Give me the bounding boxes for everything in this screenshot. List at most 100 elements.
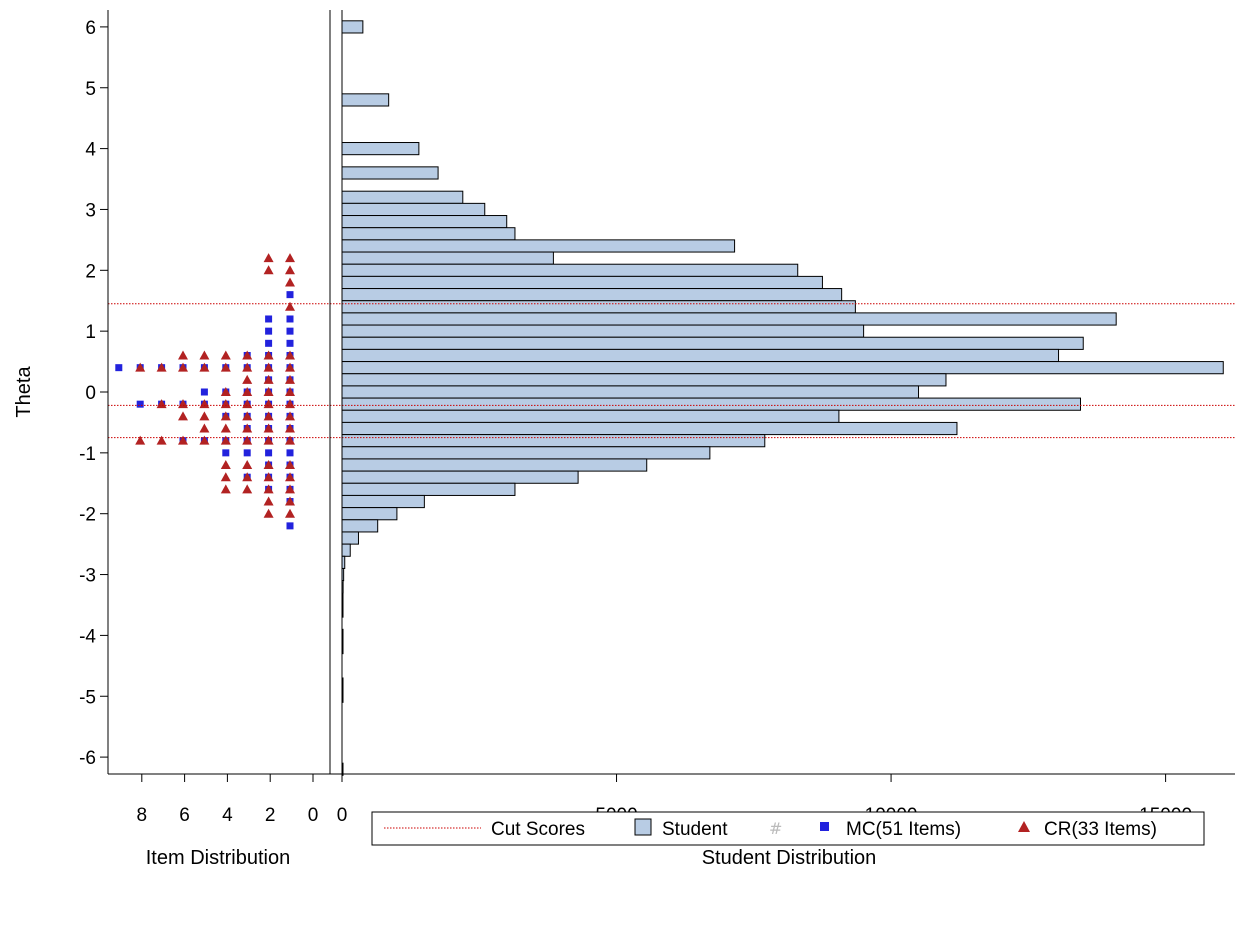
student-bar [341,20,364,34]
student-panel-xlabel: Student Distribution [702,847,877,869]
student-bar [341,470,579,484]
cr-item-marker [285,484,295,494]
cr-item-marker [220,472,231,482]
cr-item-marker [263,399,274,409]
cr-item-marker [285,277,295,287]
mc-item-marker [265,315,273,323]
legend-student-label: Student [662,819,728,840]
cr-item-marker [220,435,231,445]
cr-item-marker [263,265,274,275]
item-x-tick-label: 8 [137,805,148,826]
student-bar [341,251,554,265]
cr-item-marker [220,350,231,360]
legend-cut-label: Cut Scores [491,819,585,840]
cr-item-marker [242,472,253,482]
legend-mc-label: MC(51 Items) [846,819,961,840]
cr-item-marker [178,399,188,409]
cr-item-marker [285,399,295,409]
student-bar [341,409,840,423]
student-bar [341,361,1224,375]
cr-item-marker [263,496,274,506]
cr-item-marker [263,484,274,494]
student-bar [341,300,856,314]
cr-item-marker [178,435,188,445]
y-tick-label: 4 [85,140,96,161]
student-bar [341,434,766,448]
student-bar [341,190,464,204]
legend: Cut Scores Student # MC(51 Items) CR(33 … [371,811,1205,846]
cr-item-marker [242,484,253,494]
student-bar [341,482,516,496]
y-tick-label: 6 [85,18,96,39]
cr-item-marker [263,350,274,360]
cr-item-marker [285,472,295,482]
cr-item-marker [285,496,295,506]
mc-item-marker [286,291,294,299]
y-tick-label: -2 [79,505,96,526]
cr-item-marker [220,423,231,433]
legend-cr-label: CR(33 Items) [1044,819,1157,840]
student-bar [341,421,958,436]
item-panel-xlabel: Item Distribution [146,847,291,869]
mc-item-marker [115,364,123,372]
cr-item-marker [178,362,188,372]
student-bar [341,385,920,399]
cr-item-marker [242,423,253,433]
cr-item-marker [199,411,210,421]
cr-item-marker [242,460,253,470]
cr-item-marker [199,350,210,360]
cr-item-marker [220,362,231,372]
cr-item-marker [263,423,274,433]
legend-student-swatch [634,818,652,836]
student-bar [341,263,799,277]
y-tick-label: 1 [85,322,96,343]
cr-item-marker [263,374,274,384]
cr-item-marker [156,362,167,372]
cr-item-marker [220,460,231,470]
y-tick-label: -1 [79,444,96,465]
cr-item-marker [242,435,253,445]
cr-item-marker [220,484,231,494]
cr-item-marker [285,301,295,311]
student-bar [341,324,865,338]
cr-item-marker [263,387,274,396]
legend-blank-marker: # [769,819,782,838]
mc-item-marker [265,327,273,335]
item-x-tick-label: 0 [308,805,319,826]
cr-item-marker [263,362,274,372]
student-bar [341,348,1060,363]
mc-item-marker [265,339,273,347]
student-bar [341,336,1084,350]
cr-item-marker [263,460,274,470]
cr-item-marker [285,387,295,396]
mc-item-marker [286,339,294,347]
cr-item-marker [199,362,210,372]
mc-item-marker [286,522,294,530]
cr-item-marker [285,423,295,433]
mc-item-marker [286,327,294,335]
cr-item-marker [242,411,253,421]
legend-box [371,811,1205,846]
student-bar [341,142,420,156]
student-bar [341,373,947,387]
student-bar [341,531,359,545]
cr-item-marker [285,350,295,360]
legend-cr-swatch [1018,821,1030,832]
y-tick-label: -3 [79,566,96,587]
student-bar [341,227,516,241]
cr-item-marker [263,435,274,445]
cr-item-marker [263,472,274,482]
cr-item-marker [285,435,295,445]
student-bar [341,543,351,557]
student-bar [341,494,425,509]
student-bar [341,507,398,521]
student-bar [341,239,736,253]
mc-item-marker [265,449,273,457]
mc-item-marker [286,315,294,323]
cr-item-marker [242,399,253,409]
student-bar [341,397,1081,411]
student-bars [341,20,1224,776]
y-tick-label: 2 [85,261,96,282]
cr-item-marker [285,362,295,372]
cr-item-marker [178,350,188,360]
